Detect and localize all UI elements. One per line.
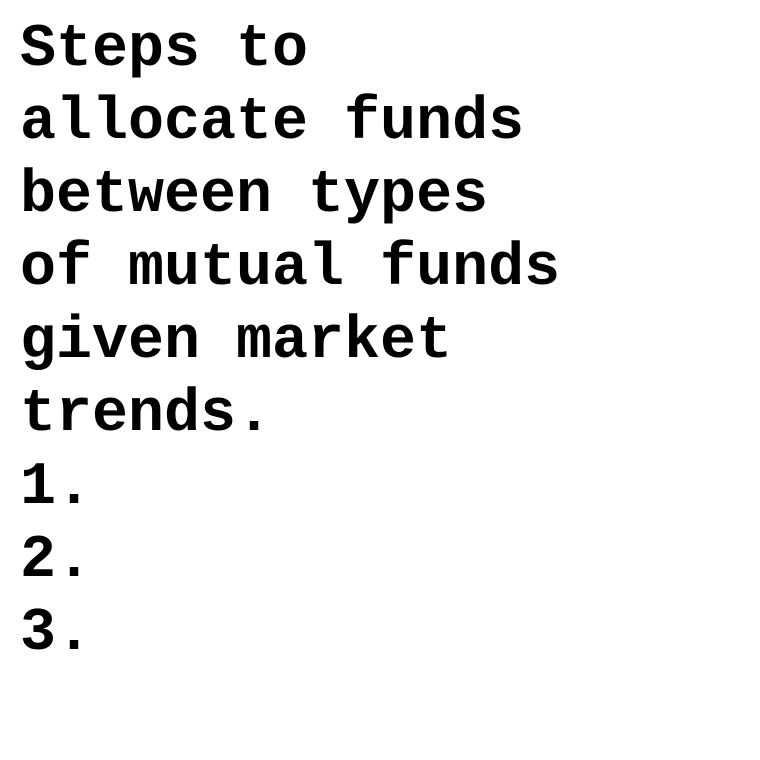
document-body: Steps to allocate funds between types of…: [20, 14, 750, 671]
heading-line: given market: [20, 308, 453, 376]
heading-line: Steps to: [20, 16, 309, 84]
heading-line: of mutual funds: [20, 235, 561, 303]
list-item: 3.: [20, 600, 93, 668]
heading-line: between types: [20, 162, 489, 230]
document-heading: Steps to allocate funds between types of…: [20, 14, 750, 452]
numbered-list: 1. 2. 3.: [20, 452, 750, 671]
list-item: 1.: [20, 454, 93, 522]
list-item: 2.: [20, 527, 93, 595]
heading-line: allocate funds: [20, 89, 525, 157]
heading-line: trends.: [20, 381, 273, 449]
